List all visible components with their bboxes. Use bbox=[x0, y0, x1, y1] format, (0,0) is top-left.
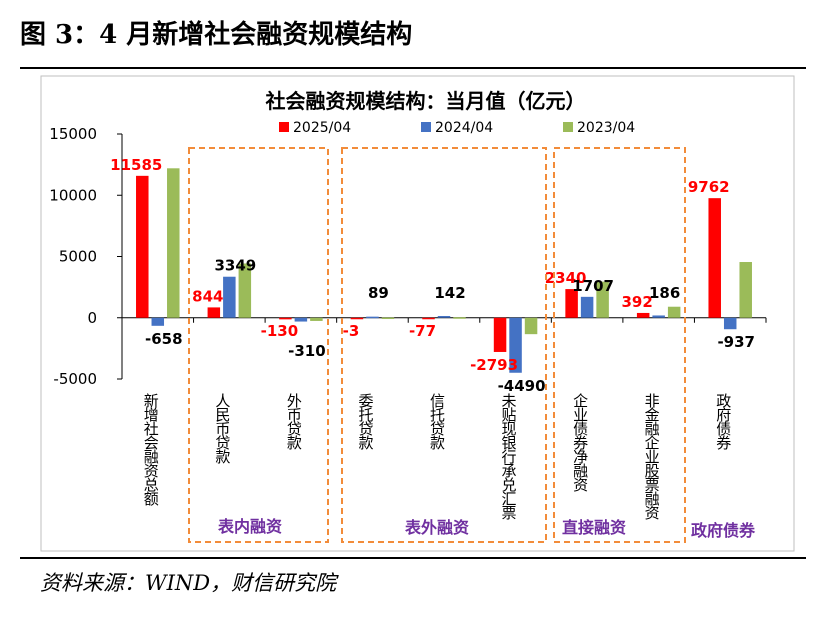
data-label-2024-04-4: 142 bbox=[434, 284, 465, 302]
y-tick-label: 0 bbox=[87, 309, 97, 327]
chart-title: 社会融资规模结构：当月值（亿元） bbox=[265, 89, 586, 113]
y-tick-label: -5000 bbox=[53, 370, 97, 388]
data-label-2024-04-6: 1707 bbox=[572, 277, 614, 295]
bar-2024-04-0 bbox=[151, 317, 165, 326]
group-label-3: 政府债券 bbox=[691, 521, 756, 540]
category-label-1: 人民币贷款 bbox=[213, 393, 231, 465]
legend-swatch-2 bbox=[563, 122, 573, 132]
bar-2025-04-2 bbox=[279, 317, 292, 320]
bar-2023-04-4 bbox=[453, 317, 466, 319]
bar-2024-04-1 bbox=[223, 276, 236, 318]
figure-title: 图 3：4 月新增社会融资规模结构 bbox=[20, 20, 413, 50]
bar-2025-04-6 bbox=[565, 289, 578, 318]
bar-2023-04-1 bbox=[238, 263, 252, 318]
bar-2023-04-5 bbox=[524, 317, 538, 335]
category-label-6: 企业债券净融资 bbox=[571, 392, 589, 492]
bar-2023-04-8 bbox=[739, 262, 752, 318]
bar-2023-04-2 bbox=[310, 317, 323, 321]
bar-2024-04-2 bbox=[294, 317, 308, 322]
data-label-2025-04-5: -2793 bbox=[470, 356, 518, 374]
bar-2023-04-3 bbox=[381, 317, 395, 320]
group-label-1: 表外融资 bbox=[404, 518, 469, 537]
bar-2024-04-4 bbox=[437, 316, 451, 318]
bar-2025-04-5 bbox=[493, 317, 507, 352]
legend-swatch-1 bbox=[421, 122, 431, 132]
data-label-2024-04-3: 89 bbox=[368, 284, 389, 302]
data-label-2025-04-2: -130 bbox=[261, 322, 299, 340]
category-label-5: 未贴现银行承兑汇票 bbox=[500, 393, 518, 520]
bar-2025-04-0 bbox=[136, 175, 149, 318]
bottom-rule bbox=[20, 557, 806, 559]
data-label-2024-04-0: -658 bbox=[145, 330, 183, 348]
data-label-2025-04-3: -3 bbox=[343, 322, 360, 340]
data-label-2024-04-1: 3349 bbox=[214, 257, 256, 275]
bar-2024-04-8 bbox=[723, 317, 737, 330]
bar-2025-04-8 bbox=[708, 198, 721, 318]
data-label-2024-04-2: -310 bbox=[288, 342, 326, 360]
category-label-3: 委托贷款 bbox=[356, 393, 374, 451]
category-label-2: 外币贷款 bbox=[285, 393, 303, 451]
data-label-2025-04-1: 844 bbox=[192, 287, 223, 305]
data-label-2025-04-7: 392 bbox=[622, 293, 653, 311]
group-box-1 bbox=[341, 147, 547, 543]
data-label-2024-04-8: -937 bbox=[717, 333, 755, 351]
bar-2025-04-1 bbox=[207, 307, 221, 318]
bar-2025-04-7 bbox=[636, 312, 650, 318]
bar-2023-04-6 bbox=[596, 281, 609, 318]
category-label-4: 信托贷款 bbox=[428, 393, 446, 451]
bar-2024-04-3 bbox=[366, 316, 379, 319]
bar-2024-04-7 bbox=[652, 315, 665, 318]
source-note: 资料来源：WIND，财信研究院 bbox=[40, 571, 337, 595]
y-tick-label: 5000 bbox=[59, 248, 97, 266]
data-label-2024-04-5: -4490 bbox=[498, 377, 546, 395]
bar-2023-04-7 bbox=[667, 306, 681, 318]
group-box-2 bbox=[553, 147, 686, 543]
bar-2024-04-5 bbox=[509, 317, 522, 373]
data-label-2024-04-7: 186 bbox=[649, 284, 680, 302]
legend-swatch-0 bbox=[279, 122, 289, 132]
data-label-2025-04-4: -77 bbox=[409, 322, 436, 340]
category-label-0: 新增社会融资总额 bbox=[142, 393, 160, 506]
legend-label-1: 2024/04 bbox=[435, 120, 493, 136]
group-box-0 bbox=[188, 147, 329, 543]
top-rule bbox=[20, 67, 806, 69]
bar-2025-04-4 bbox=[422, 317, 435, 320]
legend-label-2: 2023/04 bbox=[577, 120, 635, 136]
bar-2024-04-6 bbox=[580, 296, 594, 318]
chart-frame bbox=[40, 75, 795, 552]
bar-2025-04-3 bbox=[350, 317, 364, 320]
data-label-2025-04-0: 11585 bbox=[110, 156, 162, 174]
group-label-2: 直接融资 bbox=[562, 518, 626, 537]
bar-2023-04-0 bbox=[167, 168, 180, 318]
data-label-2025-04-6: 2340 bbox=[545, 269, 587, 287]
y-tick-label: 15000 bbox=[49, 125, 97, 143]
category-label-8: 政府债券 bbox=[714, 393, 732, 451]
category-label-7: 非金融企业股票融资 bbox=[643, 393, 661, 520]
legend-label-0: 2025/04 bbox=[293, 120, 351, 136]
y-tick-label: 10000 bbox=[49, 186, 97, 204]
group-label-0: 表内融资 bbox=[217, 517, 282, 536]
data-label-2025-04-8: 9762 bbox=[688, 178, 730, 196]
